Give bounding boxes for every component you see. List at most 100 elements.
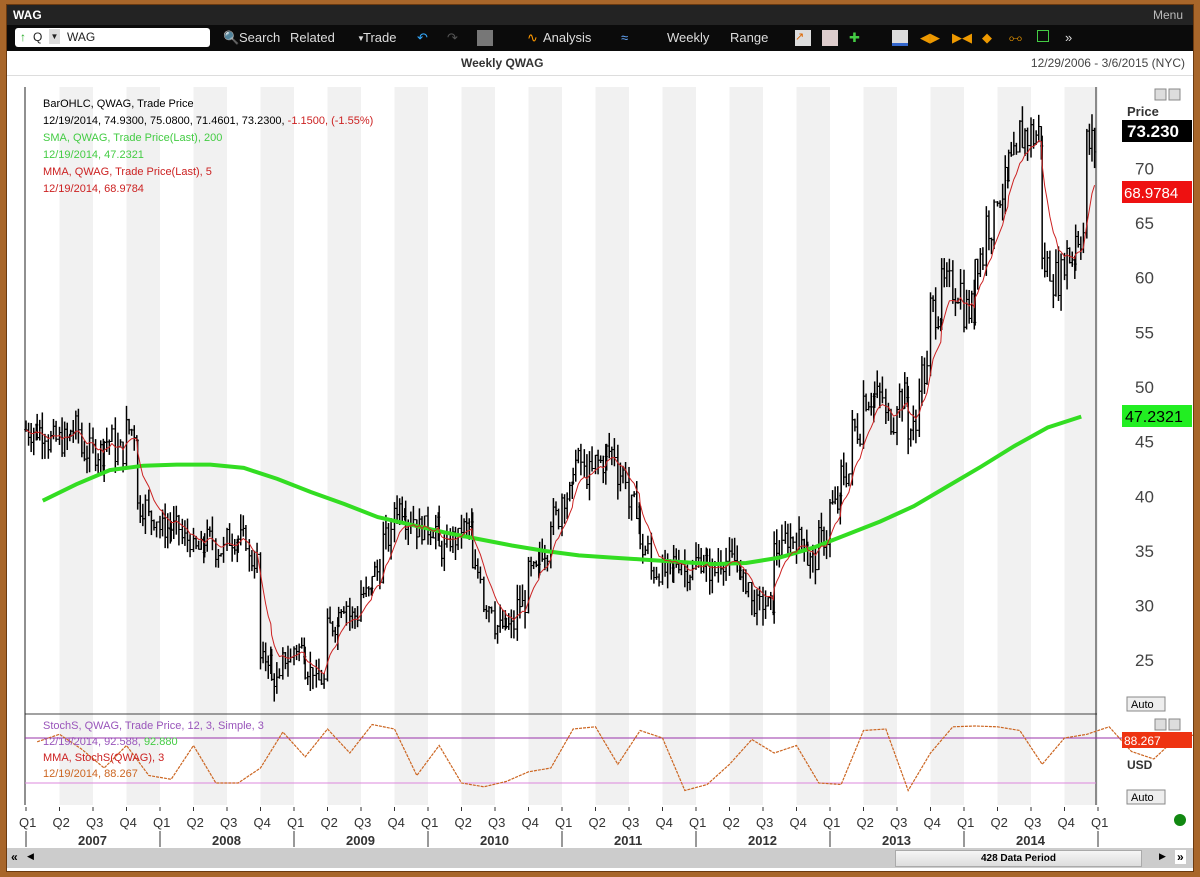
sma-price-value: 47.2321 — [1125, 409, 1183, 426]
redo-icon[interactable]: ↷ — [447, 30, 458, 45]
ohlc-bar — [565, 492, 570, 520]
search-button[interactable]: Search — [239, 30, 281, 45]
ohlc-bar — [109, 424, 114, 443]
ohlc-bar — [1042, 242, 1047, 278]
auto-scale-button[interactable] — [1126, 696, 1166, 712]
draw-icon[interactable] — [822, 30, 838, 46]
x-quarter-label: Q4 — [1058, 815, 1075, 830]
scroll-start-icon[interactable]: « — [11, 850, 18, 864]
last-price-value: 73.230 — [1127, 122, 1179, 141]
export-icon[interactable] — [892, 30, 908, 46]
auto-scale-stoch-label[interactable]: Auto — [1131, 792, 1154, 804]
scroll-left-icon[interactable]: ◀ — [27, 851, 34, 861]
sma-price-tag — [1122, 405, 1192, 427]
price-chart[interactable]: 25 30 35 40 45 50 55 60 65 70 Q1 Q2 Q3 Q4 Q1 Q2 Q3 Q4 Q1 Q… — [7, 75, 1193, 850]
shrink-horizontal-icon[interactable]: ▶◀ — [952, 30, 972, 45]
ohlc-bar — [1056, 246, 1061, 301]
ohlc-bar — [1036, 114, 1041, 143]
auto-scale-label[interactable]: Auto — [1131, 699, 1154, 711]
stoch-value: 88.267 — [1124, 734, 1161, 748]
ohlc-bar — [442, 534, 447, 572]
ohlc-bar — [185, 518, 190, 553]
x-quarter-label: Q2 — [321, 815, 338, 830]
close-stoch-pane-icon[interactable] — [1168, 718, 1181, 731]
quarter-band — [930, 87, 964, 805]
legend-sma-value: 12/19/2014, 47.2321 — [43, 149, 144, 161]
ohlc-bar — [1047, 250, 1052, 282]
ohlc-bar — [520, 584, 525, 608]
quarter-band — [126, 87, 160, 805]
ohlc-bar — [779, 524, 784, 557]
menu-button[interactable]: Menu — [1152, 8, 1183, 22]
x-quarter-label: Q1 — [823, 815, 840, 830]
zoom-vertical-icon[interactable]: ◆ — [982, 30, 992, 45]
scroll-end-icon[interactable]: » — [1175, 850, 1186, 864]
quarter-band — [595, 87, 629, 805]
ohlc-bar — [115, 432, 120, 466]
template-icon[interactable] — [477, 30, 493, 46]
close-pane-icon[interactable] — [1168, 88, 1181, 101]
maximize-stoch-pane-icon[interactable] — [1154, 718, 1167, 731]
symbol-value[interactable]: WAG — [67, 30, 96, 44]
range-dropdown[interactable]: Range — [730, 30, 769, 45]
ohlc-bar — [176, 514, 181, 546]
related-button[interactable]: Related — [290, 30, 335, 45]
undo-icon[interactable]: ↶ — [417, 30, 428, 45]
x-quarter-label: Q3 — [354, 815, 371, 830]
x-quarter-label: Q1 — [1091, 815, 1108, 830]
legend-bar-ohlc: BarOHLC, QWAG, Trade Price — [43, 98, 194, 110]
x-quarter-label: Q3 — [86, 815, 103, 830]
ohlc-bar — [768, 591, 773, 611]
period-dropdown[interactable]: Weekly — [667, 30, 710, 45]
search-icon[interactable]: 🔍 — [223, 30, 240, 45]
quarter-band — [662, 87, 696, 805]
symbol-prefix[interactable]: Q — [33, 30, 43, 44]
time-scrollbar[interactable]: « ◀ 428 Data Period ▶ » — [7, 848, 1193, 868]
ohlc-bar — [900, 388, 905, 422]
ohlc-bar — [975, 258, 980, 290]
shrink-vertical-icon[interactable]: ⧟ — [1009, 30, 1023, 45]
studies-icon[interactable]: ≈ — [621, 30, 629, 45]
quarter-band — [729, 87, 763, 805]
trade-button[interactable]: Trade — [363, 30, 397, 45]
ohlc-bar — [366, 586, 371, 597]
ohlc-bar — [657, 573, 662, 587]
scroll-right-icon[interactable]: ▶ — [1159, 851, 1166, 861]
quarter-band — [260, 87, 294, 805]
x-quarter-label: Q1 — [555, 815, 572, 830]
ohlc-bar — [908, 428, 913, 447]
ohlc-bar — [308, 651, 313, 691]
select-icon[interactable] — [1037, 30, 1049, 42]
live-status-icon — [1174, 814, 1186, 826]
maximize-pane-icon[interactable] — [1154, 88, 1167, 101]
y-tick-label: 50 — [1135, 378, 1154, 397]
line-chart-icon[interactable]: ↗ — [795, 30, 811, 46]
ohlc-bar — [1045, 250, 1050, 278]
chevron-down-icon[interactable]: ▼ — [49, 29, 60, 44]
more-icon[interactable]: » — [1065, 30, 1073, 45]
ohlc-bar — [766, 597, 771, 607]
crosshair-icon[interactable]: ✚ — [849, 30, 860, 45]
ohlc-bar — [515, 584, 520, 641]
x-quarter-label: Q1 — [689, 815, 706, 830]
sma-200-line — [41, 414, 1082, 567]
symbol-input[interactable]: ↑ Q ▼ WAG — [15, 28, 210, 47]
analysis-button[interactable]: Analysis — [543, 30, 592, 45]
quarter-band — [394, 87, 428, 805]
y-tick-label: 55 — [1135, 323, 1154, 342]
x-quarter-label: Q3 — [756, 815, 773, 830]
x-quarter-label: Q2 — [53, 815, 70, 830]
scroll-thumb[interactable]: 428 Data Period — [895, 850, 1142, 867]
x-year-label: 2009 — [346, 833, 375, 848]
zoom-horizontal-icon[interactable]: ◀▶ — [920, 30, 940, 45]
ohlc-bar — [93, 439, 98, 472]
ohlc-bar — [858, 433, 863, 447]
x-year-label: 2008 — [212, 833, 241, 848]
x-quarter-label: Q3 — [488, 815, 505, 830]
ohlc-bar — [26, 422, 31, 446]
ohlc-bar — [299, 637, 304, 649]
ohlc-bar — [428, 530, 433, 546]
ohlc-bar — [562, 494, 567, 524]
auto-scale-stoch-button[interactable] — [1126, 789, 1166, 805]
x-quarter-label: Q3 — [890, 815, 907, 830]
